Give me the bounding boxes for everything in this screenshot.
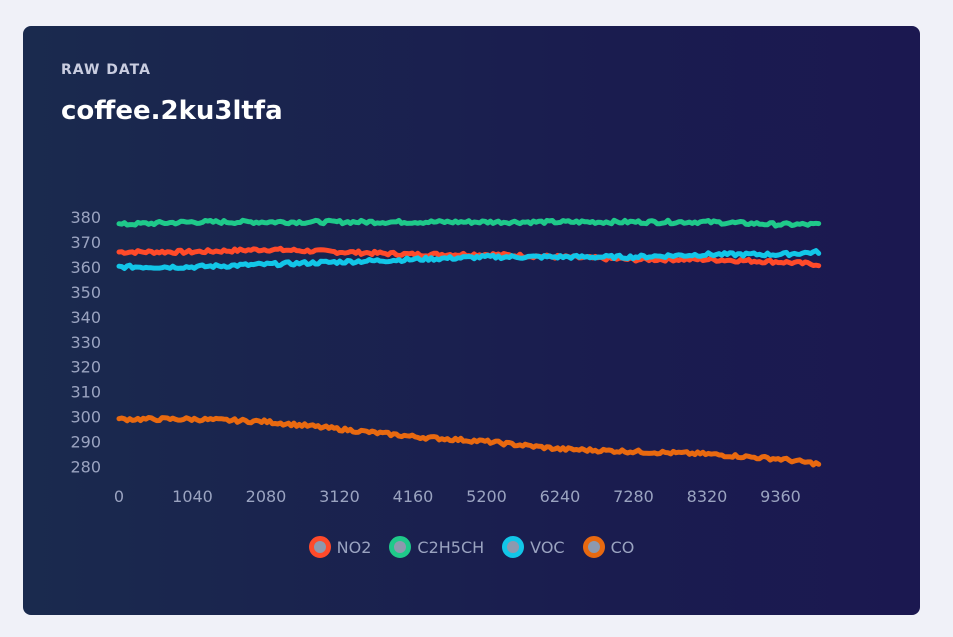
legend-marker-icon (308, 536, 331, 558)
legend-label: CO (610, 537, 635, 557)
y-tick-label: 290 (70, 433, 101, 452)
x-tick-label: 4160 (393, 487, 434, 506)
legend-marker-icon (389, 536, 412, 558)
x-tick-label: 7280 (613, 487, 654, 506)
x-tick-label: 8320 (687, 487, 728, 506)
y-tick-label: 350 (70, 283, 101, 302)
legend-label: C2H5CH (417, 537, 485, 557)
chart-legend: NO2 C2H5CH VOC CO (23, 536, 920, 558)
y-tick-label: 360 (70, 258, 101, 277)
card-title: coffee.2ku3ltfa (61, 96, 283, 126)
y-tick-label: 280 (70, 458, 101, 477)
legend-marker-icon (502, 536, 525, 558)
y-tick-label: 370 (70, 233, 101, 252)
y-tick-label: 380 (70, 208, 101, 227)
legend-label: NO2 (336, 537, 372, 557)
x-tick-label: 5200 (466, 487, 507, 506)
legend-item-no2[interactable]: NO2 (308, 536, 372, 558)
legend-label: VOC (530, 537, 565, 557)
raw-data-card: RAW DATA coffee.2ku3ltfa 280 290 300 310 320… (23, 26, 920, 615)
series-line-voc (116, 248, 822, 271)
y-axis: 280 290 300 310 320 330 340 350 360 370 380 (70, 208, 101, 477)
x-tick-label: 0 (114, 487, 124, 506)
x-tick-label: 2080 (246, 487, 287, 506)
legend-item-voc[interactable]: VOC (502, 536, 565, 558)
y-tick-label: 330 (70, 333, 101, 352)
x-tick-label: 9360 (760, 487, 801, 506)
x-tick-label: 1040 (172, 487, 213, 506)
x-tick-label: 6240 (540, 487, 581, 506)
series-line-c2h5ch (116, 217, 822, 229)
series-lines (116, 217, 822, 468)
y-tick-label: 310 (70, 383, 101, 402)
series-line-co (116, 415, 822, 468)
legend-item-c2h5ch[interactable]: C2H5CH (389, 536, 484, 558)
legend-item-co[interactable]: CO (582, 536, 635, 558)
card-eyebrow: RAW DATA (61, 62, 151, 78)
x-axis: 0 1040 2080 3120 4160 5200 6240 7280 8320 9360 (114, 487, 801, 506)
y-tick-label: 300 (70, 408, 101, 427)
y-tick-label: 320 (70, 358, 101, 377)
legend-marker-icon (582, 536, 605, 558)
y-tick-label: 340 (70, 308, 101, 327)
line-chart: 280 290 300 310 320 330 340 350 360 370 380 0 1040 2… (70, 208, 822, 506)
x-tick-label: 3120 (319, 487, 360, 506)
